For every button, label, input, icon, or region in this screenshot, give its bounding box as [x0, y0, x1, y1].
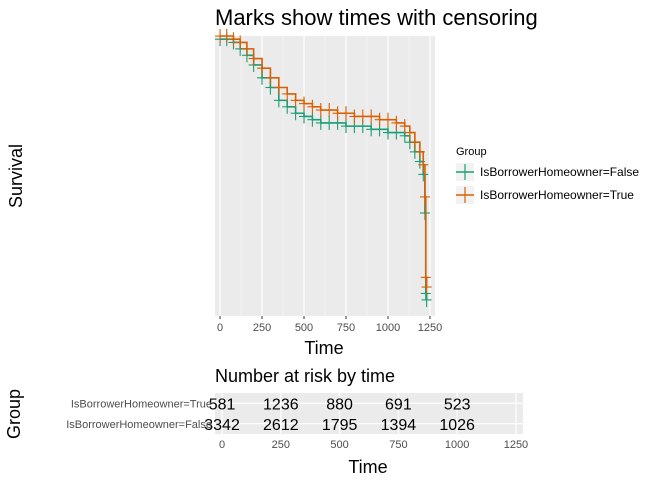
- risk-table-grid: [215, 393, 523, 434]
- legend-label-false: IsBorrowerHomeowner=False: [480, 165, 639, 179]
- survival-series-1: [215, 29, 432, 295]
- risk-table-cell: 523: [444, 396, 471, 413]
- risk-table-x-axis: 0 250 500 750 1000 1250: [219, 439, 528, 451]
- survival-series: [215, 29, 432, 307]
- risk-table-row-labels: IsBorrowerHomeowner=True IsBorrowerHomeow…: [66, 398, 212, 431]
- risk-table-title: Number at risk by time: [215, 366, 395, 386]
- risk-table-cell: 2612: [263, 417, 299, 434]
- risk-table-row-label: IsBorrowerHomeowner=False: [66, 419, 212, 431]
- survival-x-axis: 0 250 500 750 1000 1250: [217, 316, 442, 334]
- risk-table-panel-background: [215, 393, 523, 434]
- survival-x-tick-label: 500: [295, 322, 313, 334]
- risk-table-panel: 581 1236 880 691 523 3342 2612 1795 1394 1026: [204, 393, 523, 434]
- risk-table-cell: 581: [209, 396, 236, 413]
- survival-x-axis-label: Time: [304, 338, 343, 358]
- survival-x-tick-label: 0: [217, 322, 223, 334]
- survival-x-tick-label: 250: [253, 322, 271, 334]
- legend-label-true: IsBorrowerHomeowner=True: [480, 188, 634, 202]
- legend-title: Group: [456, 146, 487, 158]
- risk-table-x-axis-label: Time: [348, 457, 387, 477]
- risk-table-cell: 1026: [439, 417, 475, 434]
- survival-x-tick-label: 1000: [376, 322, 400, 334]
- risk-table-x-tick-label: 750: [389, 439, 407, 451]
- risk-table-row-label: IsBorrowerHomeowner=True: [71, 398, 212, 410]
- survival-x-tick-label: 750: [337, 322, 355, 334]
- risk-table-x-tick-label: 250: [272, 439, 290, 451]
- survival-y-axis-label: Survival: [6, 144, 26, 208]
- risk-table-cell: 1236: [263, 396, 299, 413]
- risk-table-cell: 691: [385, 396, 412, 413]
- survival-x-tick-label: 1250: [418, 322, 442, 334]
- risk-table-cell: 3342: [204, 417, 240, 434]
- risk-table-y-axis-label: Group: [4, 389, 24, 439]
- risk-table-x-tick-label: 0: [219, 439, 225, 451]
- legend-entry-true: IsBorrowerHomeowner=True: [456, 186, 634, 204]
- risk-table-cell: 1394: [381, 417, 417, 434]
- risk-table-x-tick-label: 500: [330, 439, 348, 451]
- risk-table-x-tick-label: 1000: [445, 439, 469, 451]
- risk-table-cell: 1795: [322, 417, 358, 434]
- survival-panel: [215, 29, 435, 316]
- risk-table-cells: 581 1236 880 691 523 3342 2612 1795 1394 1026: [204, 396, 475, 434]
- legend-entry-false: IsBorrowerHomeowner=False: [456, 163, 639, 181]
- risk-table-x-tick-label: 1250: [504, 439, 528, 451]
- survival-grid: [219, 36, 431, 316]
- risk-table-cell: 880: [326, 396, 353, 413]
- survival-title: Marks show times with censoring: [215, 5, 538, 30]
- legend: Group IsBorrowerHomeowner=False IsBorrow…: [456, 146, 639, 204]
